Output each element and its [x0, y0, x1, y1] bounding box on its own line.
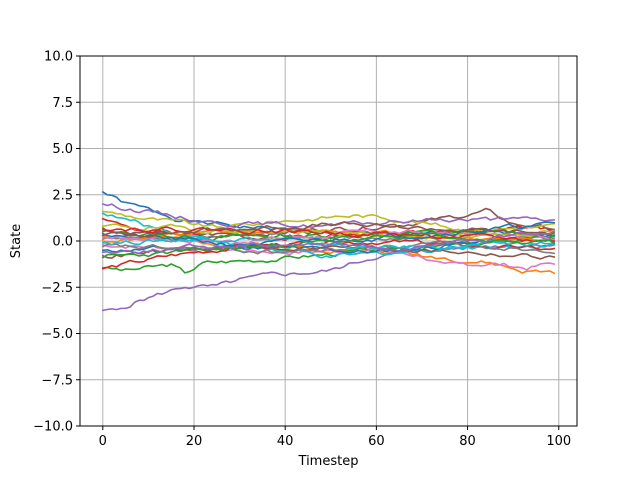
y-tick-label: −2.5 [41, 281, 73, 296]
x-tick-label: 80 [459, 434, 476, 449]
axis-ticks: 0 20 40 60 80 100 −10.0 −7.5 −5.0 −2.5 0.0 2.5 5.0 7.… [33, 50, 571, 450]
y-tick-label: 0.0 [52, 235, 73, 250]
series-line-9 [101, 210, 556, 235]
series-lines [101, 190, 556, 312]
x-axis-label: Timestep [298, 454, 359, 469]
y-tick-label: −5.0 [41, 327, 73, 342]
y-tick-label: 7.5 [52, 96, 73, 111]
series-line-25 [101, 230, 556, 255]
series-line-22 [101, 226, 556, 243]
y-tick-label: −10.0 [33, 420, 73, 435]
x-tick-label: 20 [186, 434, 203, 449]
series-line-23 [101, 232, 556, 259]
series-line-24 [101, 221, 556, 238]
y-tick-label: 5.0 [52, 142, 73, 157]
y-tick-label: 2.5 [52, 188, 73, 203]
y-tick-label: −7.5 [41, 373, 73, 388]
x-tick-label: 40 [277, 434, 294, 449]
y-axis-label: State [9, 224, 24, 258]
series-line-16 [101, 243, 556, 260]
x-tick-label: 0 [99, 434, 107, 449]
x-tick-label: 100 [546, 434, 571, 449]
y-tick-label: 10.0 [44, 50, 73, 65]
x-tick-label: 60 [368, 434, 385, 449]
